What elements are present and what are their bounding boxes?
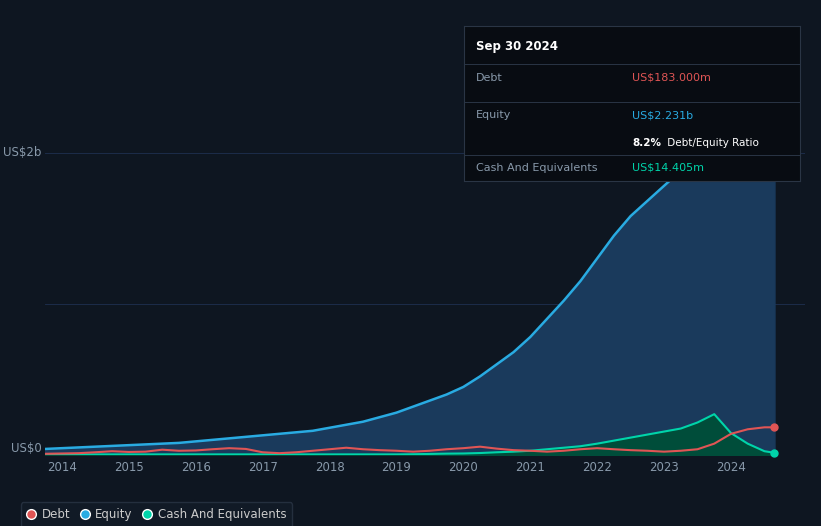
Text: US$2b: US$2b — [3, 146, 41, 159]
Point — [768, 449, 781, 457]
Text: 8.2%: 8.2% — [632, 138, 661, 148]
Point — [768, 114, 781, 122]
Legend: Debt, Equity, Cash And Equivalents: Debt, Equity, Cash And Equivalents — [21, 502, 292, 526]
Point — [768, 423, 781, 431]
Text: US$183.000m: US$183.000m — [632, 73, 711, 83]
Text: US$0: US$0 — [11, 442, 41, 455]
Text: Sep 30 2024: Sep 30 2024 — [475, 41, 557, 53]
Text: Debt/Equity Ratio: Debt/Equity Ratio — [664, 138, 759, 148]
Text: US$2.231b: US$2.231b — [632, 110, 693, 120]
Text: Equity: Equity — [475, 110, 511, 120]
Text: Debt: Debt — [475, 73, 502, 83]
Text: US$14.405m: US$14.405m — [632, 163, 704, 173]
Text: Cash And Equivalents: Cash And Equivalents — [475, 163, 597, 173]
